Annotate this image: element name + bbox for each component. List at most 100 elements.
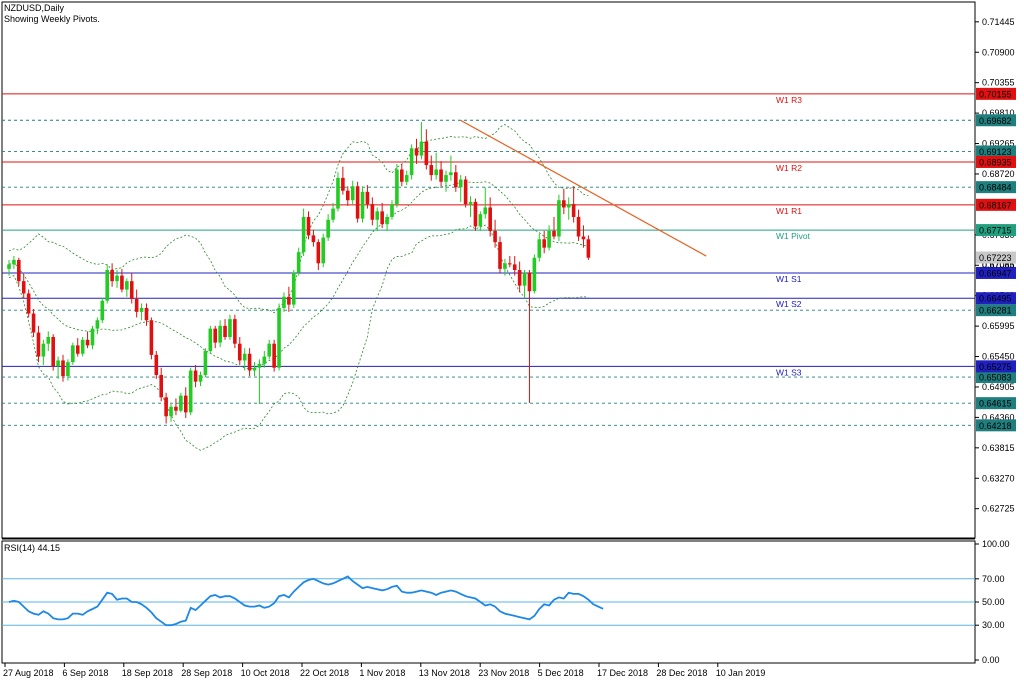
candle-body [414,148,419,156]
pivot-label: W1 S1 [776,274,802,284]
band-upper [8,124,589,314]
candle-body [159,374,164,398]
price-tag-label: 0.67715 [979,226,1012,236]
candle-body [277,307,281,368]
pivot-labels: W1 R3 W1 R2 W1 R1 W1 Pivot W1 S1 W1 S2 W1 S3 [776,95,811,377]
candle-body [198,374,203,382]
candle-body [296,252,301,273]
candle-body [17,259,21,282]
price-tag [976,360,1016,373]
price-tag-label: 0.65275 [979,362,1012,372]
candle-body [218,325,222,343]
candle-body [542,239,546,248]
candle-body [129,281,134,300]
candle-body [576,216,581,237]
candle-body [306,216,311,236]
candle-body [404,175,409,182]
price-tick-label: 0.71445 [982,17,1015,27]
candle-body [586,239,591,258]
price-tick-label: 0.65450 [982,352,1015,362]
candle-body [228,319,232,337]
time-tick-label: 13 Nov 2018 [419,668,470,678]
price-tick-label: 0.64905 [982,382,1015,392]
candle-body [493,230,497,243]
candle-body [272,343,276,368]
candle-body [390,204,394,217]
candle-body [71,345,75,363]
price-tick-label: 0.69265 [982,139,1015,149]
candle-body [498,242,502,269]
chart-title: NZDUSD,Daily [4,3,65,13]
time-tick-label: 10 Jan 2019 [716,668,766,678]
rsi-tick-label: 30.00 [982,620,1005,630]
candle-body [380,211,384,225]
candle-body [517,270,522,286]
candle-body [345,190,350,201]
price-tag-label: 0.69123 [979,147,1012,157]
price-tick-label: 0.69810 [982,108,1015,118]
candle-body [183,395,188,413]
candle-body [449,172,453,176]
candle-body [355,186,360,219]
rsi-tick-label: 50.00 [982,597,1005,607]
candle-body [46,337,51,344]
time-tick-label: 1 Nov 2018 [359,668,405,678]
candle-body [468,201,473,205]
time-axis: 27 Aug 2018 6 Sep 2018 18 Sep 2018 28 Sep 2… [3,663,765,678]
rsi-label: RSI(14) 44.15 [4,543,60,553]
candle-body [188,370,193,413]
candle-body [478,214,483,227]
candle-body [80,339,85,354]
price-tick-label: 0.68720 [982,169,1015,179]
price-tag [976,155,1016,168]
candle-body [566,204,571,208]
candle-body [562,200,566,208]
candle-body [154,354,159,375]
price-tag-label: 0.68167 [979,200,1012,210]
candle-body [503,263,507,269]
rsi-tick-label: 0.00 [982,655,1000,665]
candle-body [31,313,36,333]
time-tick-label: 18 Sep 2018 [122,668,173,678]
candle-body [341,177,345,191]
time-tick-label: 10 Oct 2018 [241,668,290,678]
candle-body [547,230,551,248]
candle-body [90,328,95,346]
candle-body [321,237,326,264]
candle-body [139,307,144,312]
candle-body [26,293,31,314]
candle-body [512,264,517,270]
candle-body [237,343,242,361]
candle-body [174,406,178,411]
candle-body [424,141,429,166]
candle-series [7,122,591,424]
candle-body [262,356,267,364]
pivot-label: W1 R3 [776,95,802,105]
trendline-line [460,119,707,257]
time-tick-label: 22 Oct 2018 [300,668,349,678]
candle-body [149,320,154,355]
candle-body [208,328,213,351]
pivot-label: W1 S3 [776,367,802,377]
band-lower [8,224,589,451]
price-tick-label: 0.70355 [982,78,1015,88]
time-tick-label: 6 Sep 2018 [62,668,108,678]
candle-body [12,259,16,265]
candle-body [400,169,404,182]
candle-body [233,319,237,344]
price-tag [976,371,1016,384]
candle-body [134,299,139,312]
candle-body [527,272,532,292]
candle-body [429,165,434,176]
candle-body [458,179,463,188]
price-tick-label: 0.63270 [982,473,1015,483]
price-tag [976,198,1016,211]
candle-body [51,337,55,367]
candle-body [434,169,438,176]
rsi-tick-label: 70.00 [982,574,1005,584]
candle-body [581,236,586,240]
price-tag [976,304,1016,317]
candle-body [385,216,389,225]
candle-body [454,172,458,188]
